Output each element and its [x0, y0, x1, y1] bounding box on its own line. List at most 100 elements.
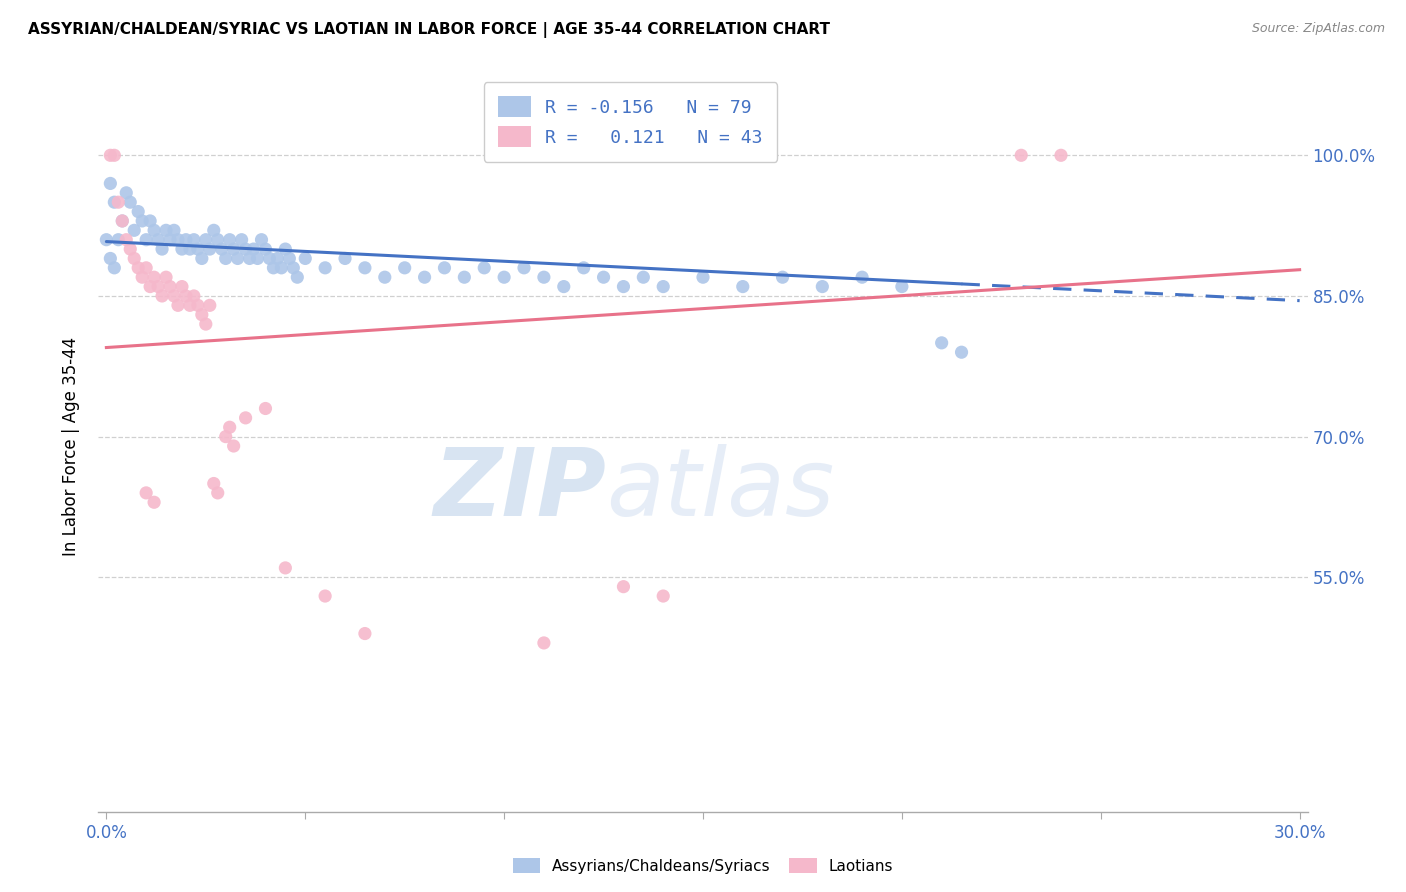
Y-axis label: In Labor Force | Age 35-44: In Labor Force | Age 35-44	[62, 336, 80, 556]
Point	[139, 279, 162, 293]
Text: ASSYRIAN/CHALDEAN/SYRIAC VS LAOTIAN IN LABOR FORCE | AGE 35-44 CORRELATION CHART: ASSYRIAN/CHALDEAN/SYRIAC VS LAOTIAN IN L…	[28, 22, 830, 38]
Point	[211, 242, 233, 256]
Point	[170, 242, 193, 256]
Point	[155, 223, 177, 237]
Point	[107, 233, 129, 247]
Point	[191, 308, 214, 322]
Point	[433, 260, 456, 275]
Point	[592, 270, 614, 285]
Point	[931, 335, 953, 350]
Point	[242, 242, 264, 256]
Point	[413, 270, 436, 285]
Legend: Assyrians/Chaldeans/Syriacs, Laotians: Assyrians/Chaldeans/Syriacs, Laotians	[506, 852, 900, 880]
Point	[194, 317, 217, 331]
Point	[198, 298, 221, 312]
Point	[103, 260, 125, 275]
Point	[146, 279, 169, 293]
Point	[890, 279, 912, 293]
Point	[170, 279, 193, 293]
Point	[374, 270, 396, 285]
Point	[811, 279, 834, 293]
Point	[143, 223, 166, 237]
Point	[851, 270, 873, 285]
Point	[159, 279, 181, 293]
Point	[494, 270, 516, 285]
Point	[191, 252, 214, 266]
Point	[98, 177, 121, 191]
Point	[254, 401, 277, 416]
Point	[218, 233, 240, 247]
Point	[231, 233, 253, 247]
Text: ZIP: ZIP	[433, 444, 606, 536]
Point	[202, 476, 225, 491]
Point	[131, 214, 153, 228]
Point	[266, 252, 288, 266]
Point	[453, 270, 475, 285]
Point	[103, 195, 125, 210]
Point	[135, 233, 157, 247]
Point	[155, 270, 177, 285]
Point	[179, 298, 201, 312]
Point	[122, 223, 145, 237]
Point	[274, 242, 297, 256]
Point	[150, 289, 173, 303]
Point	[131, 270, 153, 285]
Point	[262, 260, 284, 275]
Point	[103, 148, 125, 162]
Point	[120, 242, 142, 256]
Point	[394, 260, 416, 275]
Point	[143, 270, 166, 285]
Point	[98, 252, 121, 266]
Point	[163, 289, 186, 303]
Point	[96, 233, 118, 247]
Text: Source: ZipAtlas.com: Source: ZipAtlas.com	[1251, 22, 1385, 36]
Point	[183, 233, 205, 247]
Point	[950, 345, 973, 359]
Point	[652, 589, 675, 603]
Point	[633, 270, 655, 285]
Point	[218, 420, 240, 434]
Point	[187, 242, 209, 256]
Point	[239, 252, 262, 266]
Point	[652, 279, 675, 293]
Point	[167, 298, 190, 312]
Point	[1010, 148, 1032, 162]
Point	[692, 270, 714, 285]
Point	[207, 486, 229, 500]
Point	[1050, 148, 1073, 162]
Point	[194, 233, 217, 247]
Point	[533, 636, 555, 650]
Point	[278, 252, 301, 266]
Point	[183, 289, 205, 303]
Point	[572, 260, 595, 275]
Point	[207, 233, 229, 247]
Point	[135, 486, 157, 500]
Point	[187, 298, 209, 312]
Point	[274, 561, 297, 575]
Point	[314, 260, 336, 275]
Point	[270, 260, 292, 275]
Point	[246, 252, 269, 266]
Point	[513, 260, 536, 275]
Point	[179, 242, 201, 256]
Point	[127, 204, 149, 219]
Point	[222, 439, 245, 453]
Point	[150, 242, 173, 256]
Point	[772, 270, 794, 285]
Point	[135, 260, 157, 275]
Point	[731, 279, 754, 293]
Point	[235, 410, 257, 425]
Point	[612, 580, 634, 594]
Point	[146, 233, 169, 247]
Point	[283, 260, 305, 275]
Point	[215, 429, 238, 443]
Point	[174, 289, 197, 303]
Point	[533, 270, 555, 285]
Point	[139, 214, 162, 228]
Point	[115, 233, 138, 247]
Point	[226, 252, 249, 266]
Point	[553, 279, 575, 293]
Point	[115, 186, 138, 200]
Point	[222, 242, 245, 256]
Point	[174, 233, 197, 247]
